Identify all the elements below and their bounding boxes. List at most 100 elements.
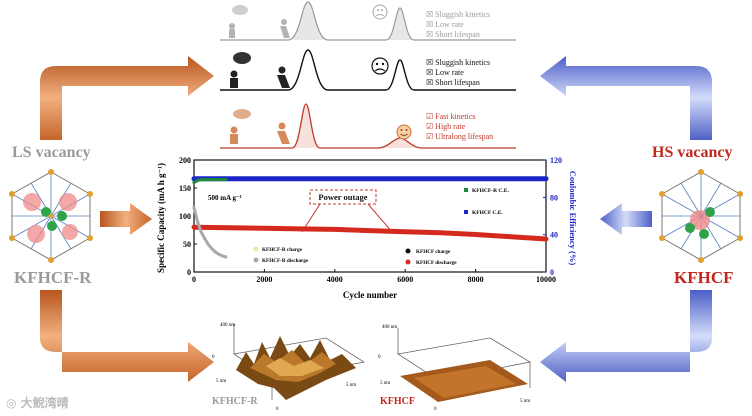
person-icon: [229, 23, 235, 38]
svg-text:5 nm: 5 nm: [216, 379, 226, 384]
data-point: [202, 236, 207, 240]
x-tick-label: 8000: [468, 275, 484, 284]
y-tick-label-right: 40: [550, 231, 558, 240]
list-item: ☒ Sluggish kinetics: [426, 58, 491, 67]
data-point: [544, 177, 548, 181]
legend-ce: KFHCF-R C.E. KFHCF C.E.: [464, 188, 509, 216]
data-point: [224, 178, 228, 182]
runner-icon: [280, 19, 290, 38]
hs-crystal-structure: [659, 169, 743, 263]
data-point: [224, 255, 228, 259]
svg-text:KFHCF-R C.E.: KFHCF-R C.E.: [472, 188, 509, 194]
watermark: ◎ 大鲵湾晴: [6, 396, 69, 410]
arrow-mid-right: [600, 203, 652, 235]
list-item: ☒ Short lifespan: [426, 78, 480, 87]
x-tick-label: 0: [192, 275, 196, 284]
checkbox-icon: ☒: [426, 10, 434, 19]
data-point: [213, 178, 217, 182]
afm-right-label: KFHCF: [380, 396, 415, 407]
arrow-bottom-left: [40, 290, 214, 382]
left-material-label: KFHCF-R: [14, 268, 92, 287]
afm-kfhcf: 400 nm 0 5 nm 0 5 nm: [378, 325, 532, 412]
x-tick-label: 2000: [256, 275, 272, 284]
data-point: [192, 206, 196, 210]
data-point: [474, 232, 478, 237]
data-point: [210, 246, 214, 251]
svg-text:0: 0: [434, 407, 437, 412]
data-point: [192, 177, 196, 181]
x-tick-label: 6000: [397, 275, 413, 284]
svg-text:5 nm: 5 nm: [380, 381, 390, 386]
panel-faded: [220, 1, 516, 41]
data-point: [403, 177, 407, 181]
y-axis-title-left: Specific Capacity (mA h g⁻¹): [156, 163, 166, 273]
x-tick-label: 10000: [536, 275, 556, 284]
list-item: ☒ Short lifespan: [426, 30, 480, 39]
sad-face-icon: [372, 4, 388, 20]
data-point: [227, 177, 231, 181]
y-tick-label: 0: [187, 268, 191, 277]
legend-kfhcf: KFHCF charge KFHCF discharge: [405, 248, 457, 266]
panel-red: [220, 103, 516, 149]
svg-text:KFHCF C.E.: KFHCF C.E.: [472, 210, 503, 216]
data-point: [333, 177, 337, 181]
list-item: ☒ Sluggish kinetics: [426, 10, 491, 19]
list-item: ☒ Low rate: [426, 20, 464, 29]
data-point: [438, 231, 442, 235]
list-item: ☑ Ultralong lifespan: [426, 132, 494, 141]
x-ticks: 0 2000 4000 6000 8000 10000: [192, 269, 556, 284]
list-item: ☒ Low rate: [426, 68, 464, 77]
checkbox-icon: ☒: [426, 58, 434, 67]
data-point: [192, 225, 196, 229]
series-line-kfhcf-r-c-e-: [192, 178, 228, 184]
y-tick-label-right: 120: [550, 156, 562, 165]
data-point: [262, 177, 266, 181]
y-tick-label-right: 0: [550, 268, 554, 277]
legend-kfhcf-r: KFHCF-R charge KFHCF-R discharge: [253, 246, 309, 264]
y-ticks-left: 0 50 100 150 200: [179, 156, 197, 277]
right-vacancy-label: HS vacancy: [652, 144, 733, 161]
series-layer: [191, 176, 549, 259]
list-item: ☑ Fast kinetics: [426, 112, 476, 121]
svg-text:5 nm: 5 nm: [520, 399, 530, 404]
runner-icon: [277, 66, 290, 88]
watermark-icon: ◎: [6, 396, 17, 410]
data-point: [217, 178, 221, 182]
svg-text:KFHCF charge: KFHCF charge: [416, 249, 451, 255]
data-point: [195, 178, 200, 183]
data-point: [298, 177, 302, 181]
data-point: [403, 230, 407, 234]
data-point: [509, 235, 513, 239]
outage-arrow-right: [367, 203, 393, 233]
data-point: [227, 226, 231, 230]
outage-box: [309, 189, 377, 205]
data-point: [195, 220, 200, 224]
checkbox-icon: ☒: [426, 30, 434, 39]
outage-arrow-left: [301, 203, 321, 233]
svg-text:0: 0: [276, 407, 279, 412]
x-tick-label: 4000: [327, 275, 343, 284]
happy-face-icon: [396, 124, 412, 140]
panel-faded-list: ☒ Sluggish kinetics ☒ Low rate ☒ Short l…: [426, 10, 490, 40]
checkbox-icon: ☑: [426, 122, 434, 131]
panel-black-list: ☒ Sluggish kinetics ☒ Low rate ☒ Short l…: [426, 58, 490, 88]
data-point: [199, 178, 203, 182]
panel-black: [220, 49, 516, 91]
ls-crystal-structure: [9, 169, 93, 263]
svg-text:400 nm: 400 nm: [220, 323, 235, 328]
data-point: [438, 177, 442, 181]
y-tick-label: 50: [183, 240, 191, 249]
svg-text:KFHCF discharge: KFHCF discharge: [416, 260, 457, 266]
y-tick-label-right: 80: [550, 193, 558, 202]
outage-label: Power outage: [318, 192, 367, 202]
afm-kfhcf-r: 400 nm 0 5 nm 0 5 nm: [212, 323, 366, 412]
svg-text:KFHCF-R charge: KFHCF-R charge: [262, 247, 303, 253]
data-point: [474, 177, 478, 181]
data-point: [199, 230, 203, 234]
svg-text:KFHCF-R discharge: KFHCF-R discharge: [262, 258, 309, 264]
data-point: [210, 178, 214, 182]
series-line-kfhcf-r-discharge: [192, 206, 228, 259]
data-point: [368, 228, 372, 233]
data-point: [262, 226, 266, 230]
